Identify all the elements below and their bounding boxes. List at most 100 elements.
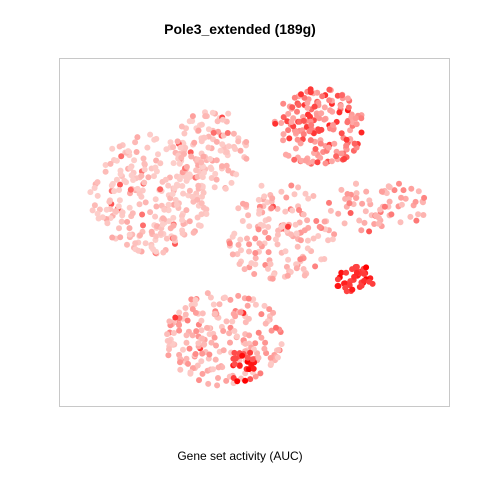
- data-point: [252, 373, 259, 380]
- data-point: [195, 222, 202, 229]
- data-point: [331, 231, 338, 238]
- data-point: [232, 146, 239, 152]
- data-point: [315, 233, 322, 239]
- data-point: [195, 127, 202, 134]
- data-point: [134, 134, 141, 141]
- data-point: [183, 355, 190, 362]
- data-point: [211, 334, 218, 341]
- data-point: [361, 219, 368, 226]
- data-point: [243, 155, 250, 162]
- data-point: [117, 171, 124, 178]
- data-point: [318, 110, 325, 117]
- data-point: [275, 347, 282, 353]
- data-point: [375, 220, 382, 227]
- data-point: [126, 231, 133, 238]
- data-point: [212, 356, 219, 363]
- data-point: [195, 340, 202, 347]
- x-axis-label: Gene set activity (AUC): [177, 449, 303, 463]
- data-point: [294, 243, 301, 250]
- data-point: [160, 215, 166, 222]
- data-point: [274, 205, 281, 212]
- data-point: [247, 349, 254, 356]
- data-point: [219, 163, 225, 170]
- data-point: [159, 221, 166, 228]
- data-point: [311, 103, 318, 110]
- data-point: [353, 121, 360, 128]
- data-point: [186, 187, 193, 194]
- data-point: [223, 318, 230, 325]
- data-point: [388, 211, 395, 218]
- data-point: [285, 256, 292, 263]
- data-point: [118, 153, 125, 160]
- data-point: [333, 148, 340, 155]
- data-point: [189, 306, 196, 313]
- data-point: [300, 211, 307, 218]
- data-point: [267, 261, 274, 268]
- data-point: [166, 318, 173, 325]
- data-point: [265, 216, 272, 223]
- data-point: [345, 104, 352, 111]
- data-point: [246, 223, 253, 230]
- data-point: [317, 154, 324, 161]
- data-point: [334, 283, 341, 289]
- data-point: [415, 188, 422, 195]
- data-point: [232, 355, 239, 362]
- data-point: [358, 227, 365, 234]
- data-point: [317, 140, 324, 147]
- data-point: [327, 107, 334, 114]
- data-point: [291, 94, 298, 101]
- data-point: [285, 110, 292, 117]
- data-point: [142, 199, 149, 206]
- data-point: [137, 232, 143, 239]
- data-point: [140, 155, 147, 162]
- data-point: [338, 130, 345, 137]
- data-point: [215, 364, 222, 371]
- data-point: [304, 237, 311, 244]
- data-point: [313, 218, 320, 224]
- data-point: [106, 198, 113, 205]
- data-point: [278, 223, 285, 230]
- data-point: [230, 130, 237, 137]
- data-point: [182, 305, 189, 311]
- data-point: [213, 157, 220, 164]
- data-point: [102, 162, 109, 168]
- data-point: [273, 324, 279, 331]
- data-point: [257, 221, 264, 228]
- data-point: [244, 354, 251, 361]
- data-point: [421, 194, 428, 201]
- data-point: [176, 321, 183, 328]
- data-point: [398, 194, 405, 201]
- data-point: [178, 154, 185, 161]
- data-point: [327, 207, 334, 214]
- data-point: [251, 271, 258, 277]
- data-point: [235, 241, 242, 248]
- data-point: [198, 121, 205, 128]
- data-point: [231, 361, 238, 368]
- data-point: [164, 331, 171, 338]
- data-point: [229, 318, 236, 325]
- data-point: [250, 365, 257, 372]
- data-point: [209, 109, 216, 116]
- data-point: [268, 205, 275, 212]
- data-point: [338, 186, 345, 193]
- data-point: [182, 311, 189, 318]
- data-point: [94, 192, 101, 199]
- data-point: [225, 110, 232, 117]
- data-point: [220, 328, 227, 334]
- data-point: [207, 164, 214, 171]
- data-point: [241, 266, 248, 273]
- data-point: [189, 193, 196, 200]
- data-point: [177, 144, 184, 151]
- data-point: [312, 146, 319, 152]
- data-point: [293, 129, 300, 136]
- data-point: [234, 333, 240, 340]
- data-point: [165, 201, 172, 208]
- data-point: [265, 235, 272, 241]
- data-point: [117, 234, 124, 241]
- data-point: [176, 160, 183, 167]
- data-point: [362, 208, 369, 215]
- data-point: [152, 213, 159, 220]
- data-point: [152, 196, 159, 203]
- data-point: [285, 223, 291, 230]
- data-point: [256, 207, 263, 214]
